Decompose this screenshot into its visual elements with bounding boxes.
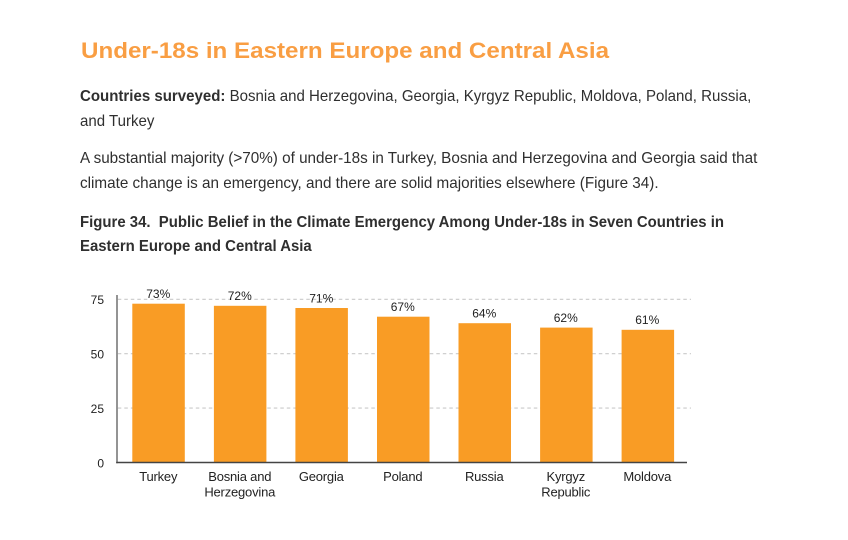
- svg-text:62%: 62%: [554, 311, 578, 325]
- svg-text:73%: 73%: [146, 287, 170, 301]
- svg-text:Kyrgyz: Kyrgyz: [546, 469, 585, 484]
- svg-text:25: 25: [91, 402, 105, 416]
- svg-text:61%: 61%: [635, 313, 659, 327]
- svg-text:Moldova: Moldova: [623, 469, 672, 484]
- svg-text:Herzegovina: Herzegovina: [204, 484, 276, 499]
- svg-text:Poland: Poland: [383, 469, 422, 484]
- svg-text:50: 50: [91, 347, 105, 361]
- svg-text:72%: 72%: [228, 289, 252, 303]
- svg-text:67%: 67%: [391, 300, 415, 314]
- svg-text:71%: 71%: [309, 291, 333, 305]
- svg-text:75: 75: [91, 293, 105, 307]
- svg-text:Georgia: Georgia: [299, 469, 345, 484]
- svg-text:Republic: Republic: [541, 484, 591, 499]
- svg-text:Russia: Russia: [465, 469, 505, 484]
- svg-text:64%: 64%: [472, 307, 496, 321]
- svg-text:Turkey: Turkey: [139, 469, 178, 484]
- svg-text:0: 0: [97, 456, 104, 470]
- svg-text:Bosnia and: Bosnia and: [208, 469, 271, 484]
